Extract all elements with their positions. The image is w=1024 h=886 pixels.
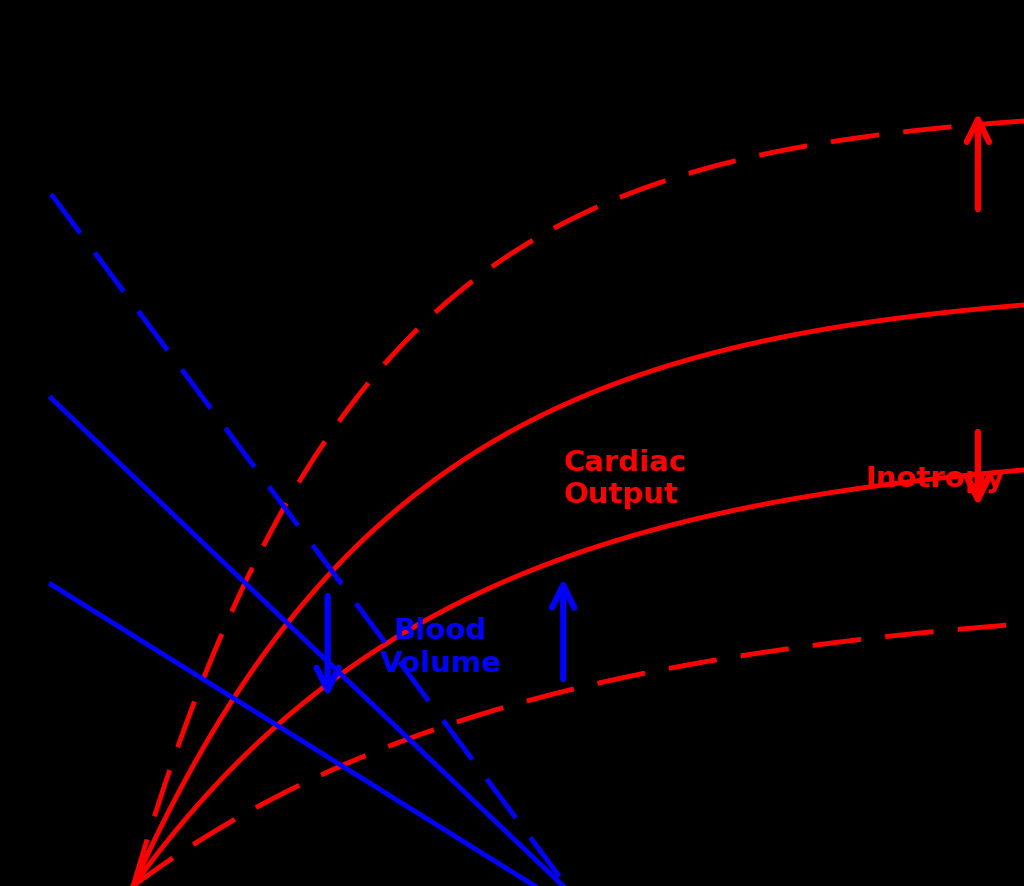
Text: Cardiac
Output: Cardiac Output xyxy=(563,448,686,509)
Text: Inotropy: Inotropy xyxy=(865,464,1005,493)
Text: Blood
Volume: Blood Volume xyxy=(380,617,501,677)
